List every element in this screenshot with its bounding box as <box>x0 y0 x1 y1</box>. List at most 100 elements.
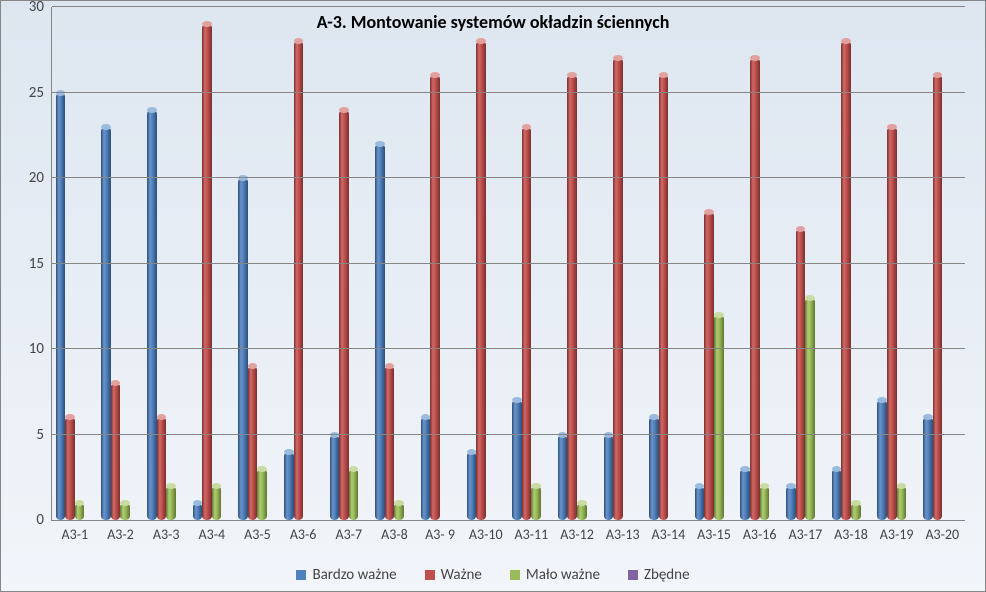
chart-container: A-3. Montowanie systemów okładzin ścienn… <box>0 0 986 592</box>
bar-cap <box>695 483 705 489</box>
bar-cap <box>805 295 815 301</box>
legend-swatch <box>510 570 520 580</box>
y-tick-label: 0 <box>36 511 52 529</box>
bar-cap <box>65 414 75 420</box>
bar <box>786 486 796 520</box>
bar <box>897 486 907 520</box>
y-tick-label: 15 <box>29 255 52 273</box>
bar <box>522 127 532 520</box>
x-tick-label: A3-10 <box>463 526 509 543</box>
bar <box>714 315 724 520</box>
bar <box>75 503 85 520</box>
bar <box>467 452 477 520</box>
bar-cap <box>740 466 750 472</box>
category-group: A3-17 <box>783 7 829 520</box>
bars-layer: A3-1A3-2A3-3A3-4A3-5A3-6A3-7A3-8A3- 9A3-… <box>52 7 965 520</box>
bar <box>212 486 222 520</box>
x-tick-label: A3-18 <box>828 526 874 543</box>
bar <box>147 110 157 520</box>
x-tick-label: A3-20 <box>919 526 965 543</box>
bar-cap <box>531 483 541 489</box>
x-tick-label: A3-19 <box>874 526 920 543</box>
bar <box>613 58 623 520</box>
bar-cap <box>193 500 203 506</box>
legend-swatch <box>425 570 435 580</box>
y-tick-label: 20 <box>29 169 52 187</box>
legend-swatch <box>628 570 638 580</box>
bar <box>695 486 705 520</box>
gridline <box>52 434 965 435</box>
bar-cap <box>832 466 842 472</box>
bar-cap <box>786 483 796 489</box>
bar-cap <box>257 466 267 472</box>
x-tick-label: A3- 9 <box>417 526 463 543</box>
bar <box>577 503 587 520</box>
bar <box>851 503 861 520</box>
bar <box>385 366 395 520</box>
category-group: A3-1 <box>52 7 98 520</box>
bar <box>531 486 541 520</box>
bar-cap <box>294 38 304 44</box>
bar-cap <box>476 38 486 44</box>
bar-cap <box>796 226 806 232</box>
y-tick-label: 25 <box>29 84 52 102</box>
bar-cap <box>75 500 85 506</box>
x-tick-label: A3-12 <box>554 526 600 543</box>
x-tick-label: A3-17 <box>783 526 829 543</box>
bar-cap <box>375 141 385 147</box>
category-group: A3-10 <box>463 7 509 520</box>
bar-cap <box>284 449 294 455</box>
bar <box>349 469 359 520</box>
gridline <box>52 6 965 7</box>
category-group: A3-2 <box>98 7 144 520</box>
bar-cap <box>202 21 212 27</box>
bar <box>294 41 304 520</box>
x-tick-label: A3-11 <box>509 526 555 543</box>
gridline <box>52 348 965 349</box>
gridline <box>52 92 965 93</box>
x-tick-label: A3-4 <box>189 526 235 543</box>
category-group: A3-6 <box>280 7 326 520</box>
bar-cap <box>212 483 222 489</box>
bar-cap <box>933 72 943 78</box>
bar-cap <box>111 380 121 386</box>
bar <box>604 435 614 521</box>
bar-cap <box>659 72 669 78</box>
legend-label: Mało ważne <box>526 566 600 584</box>
category-group: A3-20 <box>919 7 965 520</box>
bar-cap <box>923 414 933 420</box>
plot-area: A3-1A3-2A3-3A3-4A3-5A3-6A3-7A3-8A3- 9A3-… <box>51 7 965 521</box>
bar <box>476 41 486 520</box>
bar <box>101 127 111 520</box>
category-group: A3-16 <box>737 7 783 520</box>
y-tick-label: 30 <box>29 0 52 16</box>
x-tick-label: A3-7 <box>326 526 372 543</box>
bar <box>339 110 349 520</box>
x-tick-label: A3-3 <box>143 526 189 543</box>
category-group: A3-4 <box>189 7 235 520</box>
category-group: A3-18 <box>828 7 874 520</box>
gridline <box>52 263 965 264</box>
bar <box>394 503 404 520</box>
x-tick-label: A3-1 <box>52 526 98 543</box>
bar <box>238 178 248 520</box>
category-group: A3-11 <box>509 7 555 520</box>
bar-cap <box>897 483 907 489</box>
bar-cap <box>841 38 851 44</box>
bar <box>832 469 842 520</box>
category-group: A3-15 <box>691 7 737 520</box>
bar <box>512 400 522 520</box>
bar-cap <box>385 363 395 369</box>
bar-cap <box>522 124 532 130</box>
bar <box>760 486 770 520</box>
bar <box>877 400 887 520</box>
bar-cap <box>248 363 258 369</box>
bar <box>284 452 294 520</box>
bar-cap <box>147 107 157 113</box>
category-group: A3-12 <box>554 7 600 520</box>
legend-item: Ważne <box>425 566 482 584</box>
bar-cap <box>604 432 614 438</box>
bar <box>805 298 815 520</box>
bar-cap <box>394 500 404 506</box>
bar <box>56 93 66 521</box>
